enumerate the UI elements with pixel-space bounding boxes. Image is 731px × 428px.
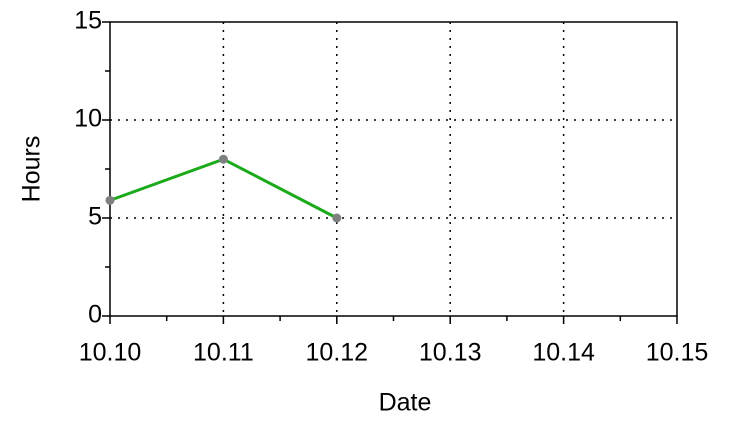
x-tick-label: 10.12 — [306, 339, 369, 367]
y-axis-label: Hours — [18, 136, 46, 203]
plot-frame — [109, 21, 678, 317]
y-tick-label: 10 — [74, 105, 102, 133]
x-tick-label: 10.15 — [646, 339, 709, 367]
x-tick-label: 10.10 — [79, 339, 142, 367]
x-tick-label: 10.11 — [193, 339, 254, 367]
y-tick-label: 15 — [74, 7, 102, 35]
x-tick-label: 10.13 — [419, 339, 482, 367]
x-axis-label: Date — [379, 389, 432, 417]
point — [105, 195, 115, 205]
y-tick-label: 0 — [88, 301, 102, 329]
x-tick-label: 10.14 — [532, 339, 595, 367]
line — [109, 157, 338, 220]
point — [218, 154, 228, 164]
y-tick-label: 5 — [88, 203, 102, 231]
point — [332, 213, 342, 223]
